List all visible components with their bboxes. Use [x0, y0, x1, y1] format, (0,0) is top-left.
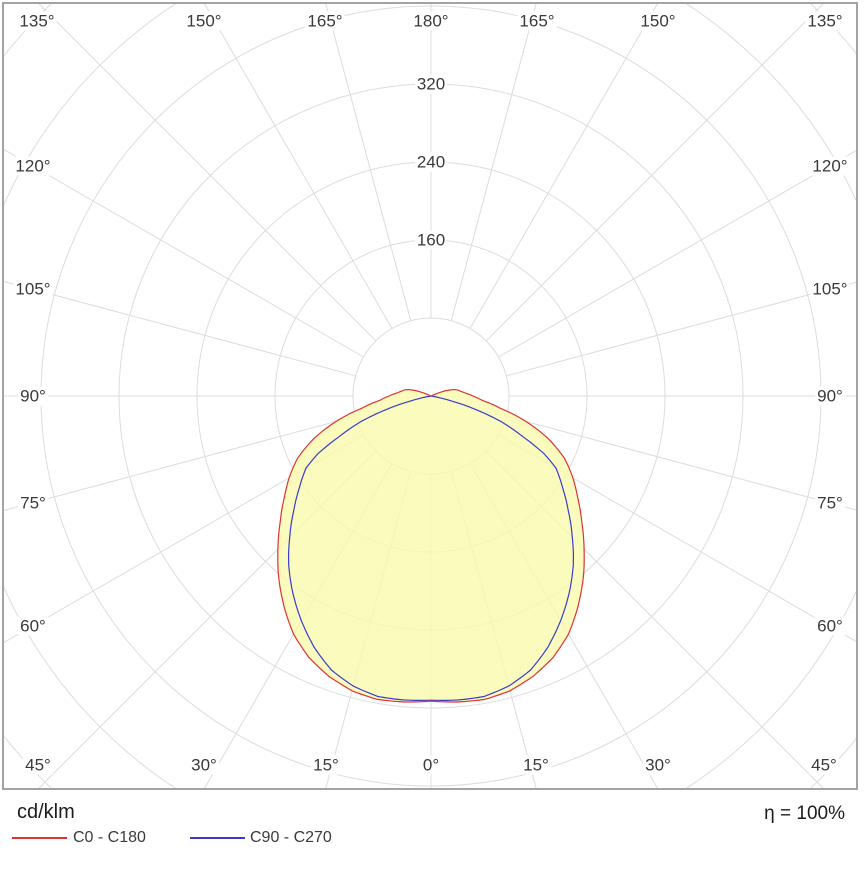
- grid-radial-line: [485, 3, 825, 342]
- grid-radial-line: [325, 3, 412, 321]
- c90-c270-line-swatch: [190, 837, 245, 839]
- c0-c180-line-swatch: [12, 837, 67, 839]
- grid-radial-line: [498, 434, 857, 643]
- c90-c270-legend-label: C90 - C270: [250, 829, 332, 846]
- grid-radial-line: [3, 148, 364, 358]
- plot-border: [2, 2, 858, 790]
- curve-c0-c180: [277, 389, 585, 703]
- grid-radial-line: [469, 3, 659, 329]
- efficiency-label: η = 100%: [764, 803, 845, 824]
- grid-radial-line: [506, 281, 857, 377]
- grid-radial-line: [450, 3, 537, 321]
- distribution-fill: [277, 389, 585, 702]
- grid-radial-line: [203, 3, 393, 329]
- curve-c90-c270: [288, 395, 574, 701]
- units-label: cd/klm: [17, 801, 75, 823]
- grid-radial-line: [3, 280, 356, 377]
- grid-radial-line: [498, 149, 857, 358]
- c0-c180-legend-label: C0 - C180: [73, 829, 146, 846]
- grid-radial-line: [3, 434, 364, 644]
- grid-radial-line: [37, 3, 377, 342]
